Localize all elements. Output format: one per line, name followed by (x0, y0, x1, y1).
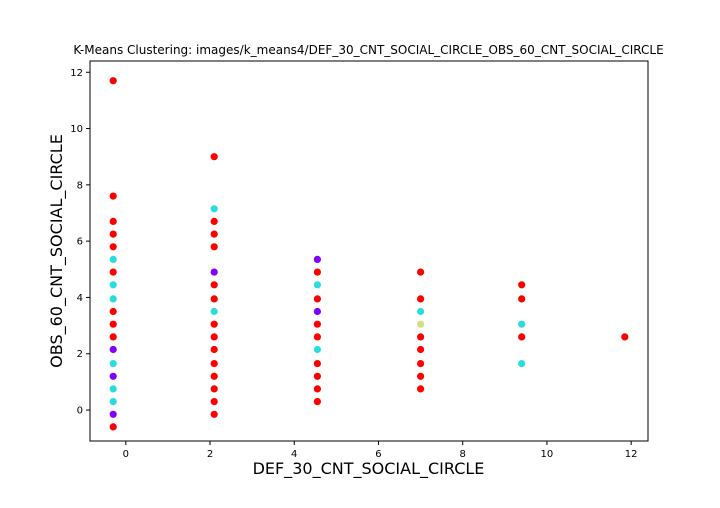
data-point (109, 372, 117, 380)
data-point (109, 360, 117, 368)
data-point (210, 268, 218, 276)
data-point (210, 398, 218, 406)
data-point (210, 333, 218, 341)
data-point (313, 345, 321, 354)
y-tick-label: 6 (77, 237, 83, 248)
data-point (313, 385, 321, 393)
data-point (210, 372, 218, 380)
y-tick-label: 4 (77, 293, 83, 304)
y-tick-label: 10 (70, 124, 83, 135)
data-point (417, 360, 425, 368)
data-point (109, 398, 117, 406)
data-point (109, 410, 117, 418)
data-point (109, 423, 117, 431)
y-tick-label: 12 (70, 68, 83, 79)
y-tick-label: 2 (77, 349, 83, 360)
data-point (417, 307, 425, 316)
data-point (109, 255, 117, 263)
data-point (417, 372, 425, 380)
data-point (210, 153, 218, 161)
data-point (313, 281, 321, 289)
data-point (210, 385, 218, 393)
data-point (109, 77, 117, 85)
data-point (313, 268, 321, 276)
data-point (109, 385, 117, 393)
x-tick-label: 8 (460, 449, 466, 460)
data-points (109, 77, 629, 431)
data-point (210, 360, 218, 368)
data-point (109, 295, 117, 303)
data-point (109, 192, 117, 200)
data-point (109, 345, 117, 354)
data-point (109, 268, 117, 276)
data-point (109, 281, 117, 289)
data-point (109, 333, 117, 341)
data-point (621, 333, 629, 341)
x-axis-ticks: 0 2 4 6 8 10 12 (123, 441, 638, 460)
x-tick-label: 6 (375, 449, 381, 460)
data-point (109, 243, 117, 251)
data-point (518, 320, 526, 328)
data-point (210, 345, 218, 354)
data-point (518, 333, 526, 341)
data-point (518, 281, 526, 289)
data-point (518, 360, 526, 368)
data-point (210, 320, 218, 328)
data-point (417, 385, 425, 393)
data-point (109, 320, 117, 328)
x-axis-label: DEF_30_CNT_SOCIAL_CIRCLE (253, 459, 485, 479)
data-point (417, 320, 425, 328)
y-tick-label: 0 (77, 406, 83, 417)
x-tick-label: 2 (207, 449, 213, 460)
data-point (313, 307, 321, 316)
data-point (313, 333, 321, 341)
data-point (313, 372, 321, 380)
data-point (313, 320, 321, 328)
data-point (313, 295, 321, 303)
data-point (109, 307, 117, 316)
data-point (313, 255, 321, 263)
data-point (417, 295, 425, 303)
y-tick-label: 8 (77, 180, 83, 191)
data-point (417, 268, 425, 276)
data-point (417, 345, 425, 354)
y-axis-ticks: 0 2 4 6 8 10 12 (70, 68, 90, 417)
data-point (210, 295, 218, 303)
x-tick-label: 12 (625, 449, 638, 460)
data-point (109, 217, 117, 225)
data-point (210, 410, 218, 418)
data-point (313, 360, 321, 368)
data-point (210, 217, 218, 225)
data-point (210, 307, 218, 316)
data-point (518, 295, 526, 303)
data-point (109, 230, 117, 238)
data-point (313, 398, 321, 406)
y-axis-label: OBS_60_CNT_SOCIAL_CIRCLE (47, 134, 67, 368)
data-point (417, 333, 425, 341)
chart-title: K-Means Clustering: images/k_means4/DEF_… (73, 43, 663, 57)
data-point (210, 243, 218, 251)
data-point (210, 205, 218, 213)
data-point (210, 281, 218, 289)
x-tick-label: 4 (291, 449, 297, 460)
x-tick-label: 10 (541, 449, 554, 460)
x-tick-label: 0 (123, 449, 129, 460)
data-point (210, 230, 218, 238)
plot-area-frame (89, 60, 649, 442)
